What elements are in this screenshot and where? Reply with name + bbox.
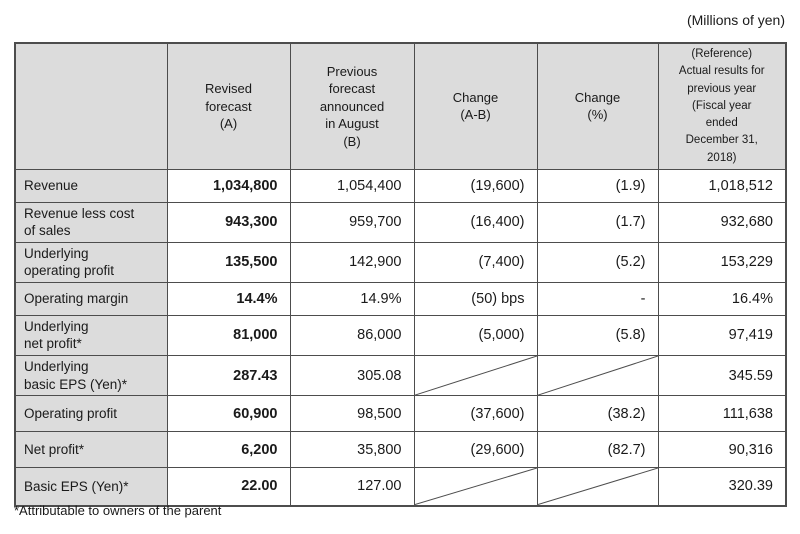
header-row: Revised forecast (A) Previous forecast a… (14, 42, 787, 170)
not-applicable-diagonal-cell (413, 467, 538, 507)
revised-forecast-value: 60,900 (166, 395, 291, 433)
reference-value: 153,229 (657, 241, 787, 283)
not-applicable-diagonal-cell (413, 355, 538, 397)
footnote: *Attributable to owners of the parent (14, 503, 222, 518)
change-ab-value: (29,600) (413, 431, 538, 469)
header-change-ab: Change (A-B) (413, 42, 538, 170)
reference-value: 1,018,512 (657, 168, 787, 203)
change-pct-value: (38.2) (536, 395, 659, 433)
change-ab-value: (37,600) (413, 395, 538, 433)
change-pct-value: (1.7) (536, 201, 659, 243)
header-reference: (Reference) Actual results for previous … (657, 42, 787, 170)
previous-forecast-value: 98,500 (289, 395, 415, 433)
header-previous-forecast: Previous forecast announced in August (B… (289, 42, 415, 170)
change-pct-value: (5.8) (536, 314, 659, 357)
header-revised-forecast: Revised forecast (A) (166, 42, 291, 170)
change-pct-value: (5.2) (536, 241, 659, 283)
unit-note: (Millions of yen) (686, 12, 785, 28)
revised-forecast-value: 6,200 (166, 431, 291, 469)
reference-value: 932,680 (657, 201, 787, 243)
previous-forecast-value: 1,054,400 (289, 168, 415, 203)
reference-value: 90,316 (657, 431, 787, 469)
reference-value: 16.4% (657, 281, 787, 316)
row-label: Underlying basic EPS (Yen)* (14, 355, 168, 397)
change-ab-value: (5,000) (413, 314, 538, 357)
row-net-profit: Net profit* 6,200 35,800 (29,600) (82.7)… (14, 431, 787, 469)
diagonal-line-icon (538, 356, 658, 395)
diagonal-line-icon (415, 356, 537, 395)
reference-value: 97,419 (657, 314, 787, 357)
previous-forecast-value: 959,700 (289, 201, 415, 243)
row-label: Net profit* (14, 431, 168, 469)
header-blank-cell (14, 42, 168, 170)
row-label: Basic EPS (Yen)* (14, 467, 168, 507)
row-revenue-less-cost-of-sales: Revenue less cost of sales 943,300 959,7… (14, 201, 787, 243)
revised-forecast-value: 22.00 (166, 467, 291, 507)
row-operating-profit: Operating profit 60,900 98,500 (37,600) … (14, 395, 787, 433)
change-pct-value: - (536, 281, 659, 316)
row-basic-eps: Basic EPS (Yen)* 22.00 127.00 320.39 (14, 467, 787, 507)
change-ab-value: (16,400) (413, 201, 538, 243)
revised-forecast-value: 1,034,800 (166, 168, 291, 203)
change-ab-value: (50) bps (413, 281, 538, 316)
change-ab-value: (19,600) (413, 168, 538, 203)
header-change-pct: Change (%) (536, 42, 659, 170)
previous-forecast-value: 14.9% (289, 281, 415, 316)
revised-forecast-value: 943,300 (166, 201, 291, 243)
row-operating-margin: Operating margin 14.4% 14.9% (50) bps - … (14, 281, 787, 316)
reference-value: 345.59 (657, 355, 787, 397)
revised-forecast-value: 287.43 (166, 355, 291, 397)
reference-value: 111,638 (657, 395, 787, 433)
row-label: Revenue less cost of sales (14, 201, 168, 243)
row-underlying-basic-eps: Underlying basic EPS (Yen)* 287.43 305.0… (14, 355, 787, 397)
diagonal-line-icon (538, 468, 658, 505)
previous-forecast-value: 127.00 (289, 467, 415, 507)
revised-forecast-value: 135,500 (166, 241, 291, 283)
row-label: Underlying net profit* (14, 314, 168, 357)
revised-forecast-value: 81,000 (166, 314, 291, 357)
previous-forecast-value: 86,000 (289, 314, 415, 357)
row-underlying-operating-profit: Underlying operating profit 135,500 142,… (14, 241, 787, 283)
row-label: Revenue (14, 168, 168, 203)
row-underlying-net-profit: Underlying net profit* 81,000 86,000 (5,… (14, 314, 787, 357)
row-label: Underlying operating profit (14, 241, 168, 283)
row-label: Operating profit (14, 395, 168, 433)
change-ab-value: (7,400) (413, 241, 538, 283)
not-applicable-diagonal-cell (536, 467, 659, 507)
previous-forecast-value: 305.08 (289, 355, 415, 397)
change-pct-value: (82.7) (536, 431, 659, 469)
row-label: Operating margin (14, 281, 168, 316)
row-revenue: Revenue 1,034,800 1,054,400 (19,600) (1.… (14, 168, 787, 203)
revised-forecast-value: 14.4% (166, 281, 291, 316)
change-pct-value: (1.9) (536, 168, 659, 203)
previous-forecast-value: 35,800 (289, 431, 415, 469)
diagonal-line-icon (415, 468, 537, 505)
reference-value: 320.39 (657, 467, 787, 507)
not-applicable-diagonal-cell (536, 355, 659, 397)
previous-forecast-value: 142,900 (289, 241, 415, 283)
forecast-table: Revised forecast (A) Previous forecast a… (14, 42, 787, 507)
